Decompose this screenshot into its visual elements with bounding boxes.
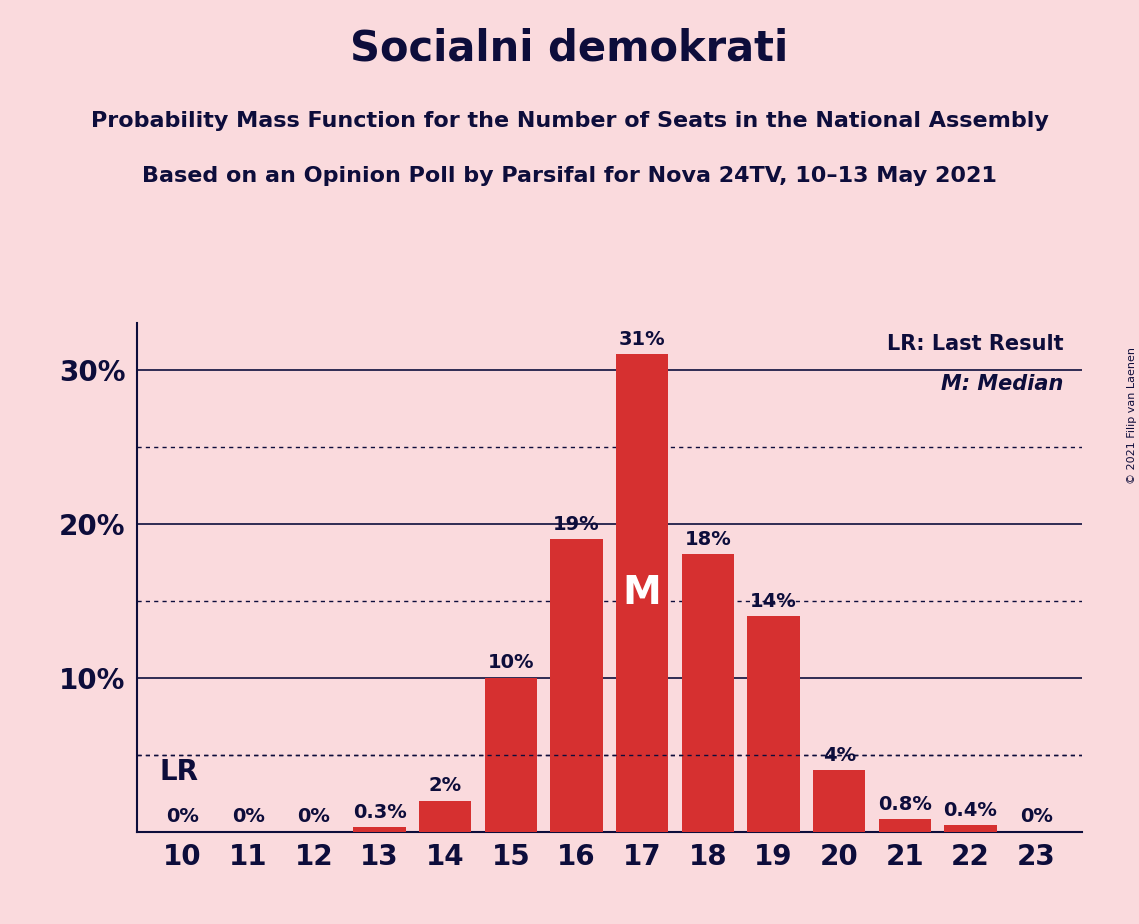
Text: 4%: 4% — [822, 746, 855, 765]
Text: Based on an Opinion Poll by Parsifal for Nova 24TV, 10–13 May 2021: Based on an Opinion Poll by Parsifal for… — [142, 166, 997, 187]
Text: 0%: 0% — [1019, 808, 1052, 826]
Text: 0%: 0% — [166, 808, 199, 826]
Text: 0.3%: 0.3% — [353, 803, 407, 821]
Text: Probability Mass Function for the Number of Seats in the National Assembly: Probability Mass Function for the Number… — [91, 111, 1048, 131]
Text: 14%: 14% — [751, 591, 797, 611]
Text: M: M — [623, 574, 662, 612]
Bar — [878, 820, 931, 832]
Bar — [681, 554, 735, 832]
Text: 18%: 18% — [685, 530, 731, 549]
Text: 0%: 0% — [232, 808, 264, 826]
Text: 31%: 31% — [618, 330, 665, 348]
Text: LR: LR — [159, 759, 198, 786]
Text: 10%: 10% — [487, 653, 534, 673]
Text: © 2021 Filip van Laenen: © 2021 Filip van Laenen — [1126, 347, 1137, 484]
Text: 0.4%: 0.4% — [943, 801, 998, 821]
Text: 0%: 0% — [297, 808, 330, 826]
Bar — [616, 354, 669, 832]
Text: 19%: 19% — [554, 515, 600, 533]
Bar — [944, 825, 997, 832]
Bar — [747, 616, 800, 832]
Text: 0.8%: 0.8% — [878, 795, 932, 814]
Text: LR: Last Result: LR: Last Result — [886, 334, 1063, 354]
Text: Socialni demokrati: Socialni demokrati — [351, 28, 788, 69]
Text: 2%: 2% — [428, 776, 461, 796]
Bar — [419, 801, 472, 832]
Bar — [550, 539, 603, 832]
Bar — [484, 677, 538, 832]
Bar — [813, 770, 866, 832]
Text: M: Median: M: Median — [941, 374, 1063, 395]
Bar — [353, 827, 405, 832]
